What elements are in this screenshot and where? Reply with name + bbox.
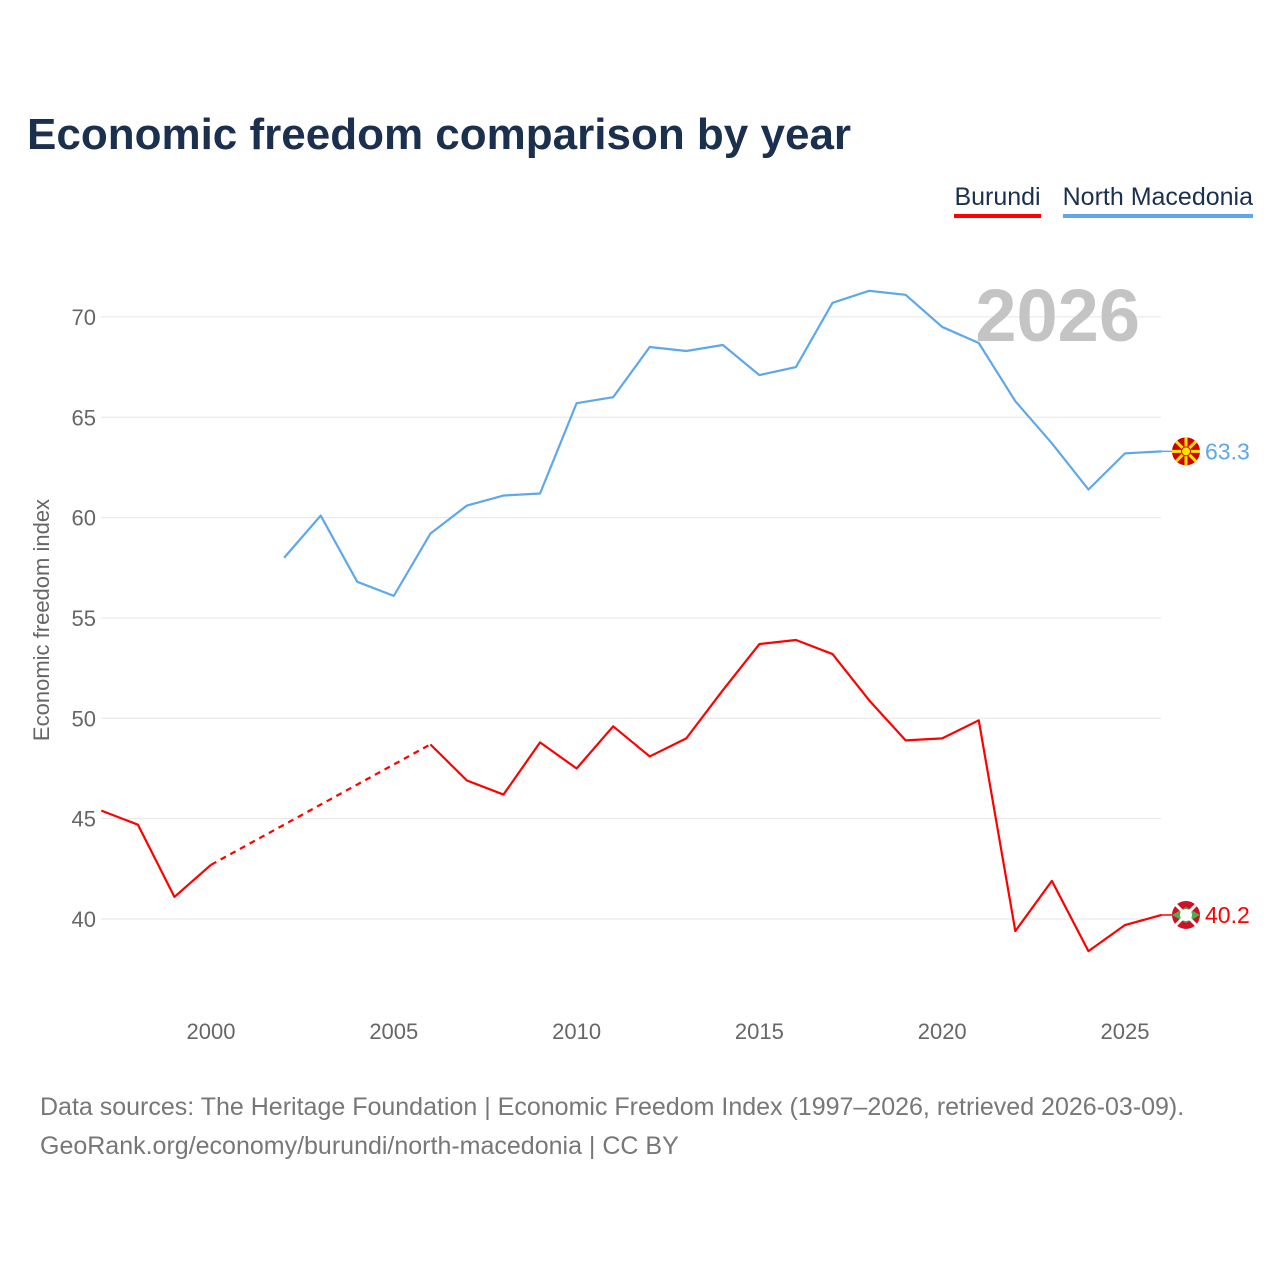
year-watermark: 2026 xyxy=(975,274,1140,357)
series-line-north-macedonia xyxy=(283,289,1162,597)
legend-north-macedonia[interactable]: North Macedonia xyxy=(1062,183,1253,218)
x-tick-label: 2020 xyxy=(918,1019,967,1044)
flag-icon-north-macedonia xyxy=(1172,437,1200,466)
x-tick-label: 2010 xyxy=(552,1019,601,1044)
y-tick-label: 45 xyxy=(72,807,96,832)
source-note: Data sources: The Heritage Foundation | … xyxy=(40,1088,1184,1166)
flag-icon-burundi xyxy=(1172,900,1200,929)
series-line-burundi xyxy=(429,638,1162,953)
end-value-label-north-macedonia: 63.3 xyxy=(1205,438,1250,464)
y-tick-label: 55 xyxy=(72,606,96,631)
y-tick-label: 40 xyxy=(72,907,96,932)
flag-disc xyxy=(1180,908,1192,921)
x-tick-label: 2025 xyxy=(1101,1019,1150,1044)
chart-title: Economic freedom comparison by year xyxy=(27,110,852,159)
x-tick-label: 2000 xyxy=(187,1019,236,1044)
y-tick-label: 50 xyxy=(72,706,96,731)
x-tick-label: 2005 xyxy=(369,1019,418,1044)
y-tick-label: 70 xyxy=(72,305,96,330)
legend: Burundi North Macedonia xyxy=(954,183,1253,218)
legend-burundi[interactable]: Burundi xyxy=(954,183,1041,218)
series-gap-burundi xyxy=(210,743,431,866)
end-value-label-burundi: 40.2 xyxy=(1205,902,1250,928)
source-line-1: Data sources: The Heritage Foundation | … xyxy=(40,1093,1185,1121)
flag-sun xyxy=(1181,446,1191,457)
source-line-2[interactable]: GeoRank.org/economy/burundi/north-macedo… xyxy=(40,1132,679,1160)
y-tick-label: 65 xyxy=(72,405,96,430)
x-tick-label: 2015 xyxy=(735,1019,784,1044)
y-tick-label: 60 xyxy=(72,506,96,531)
series-line-burundi xyxy=(100,809,212,899)
